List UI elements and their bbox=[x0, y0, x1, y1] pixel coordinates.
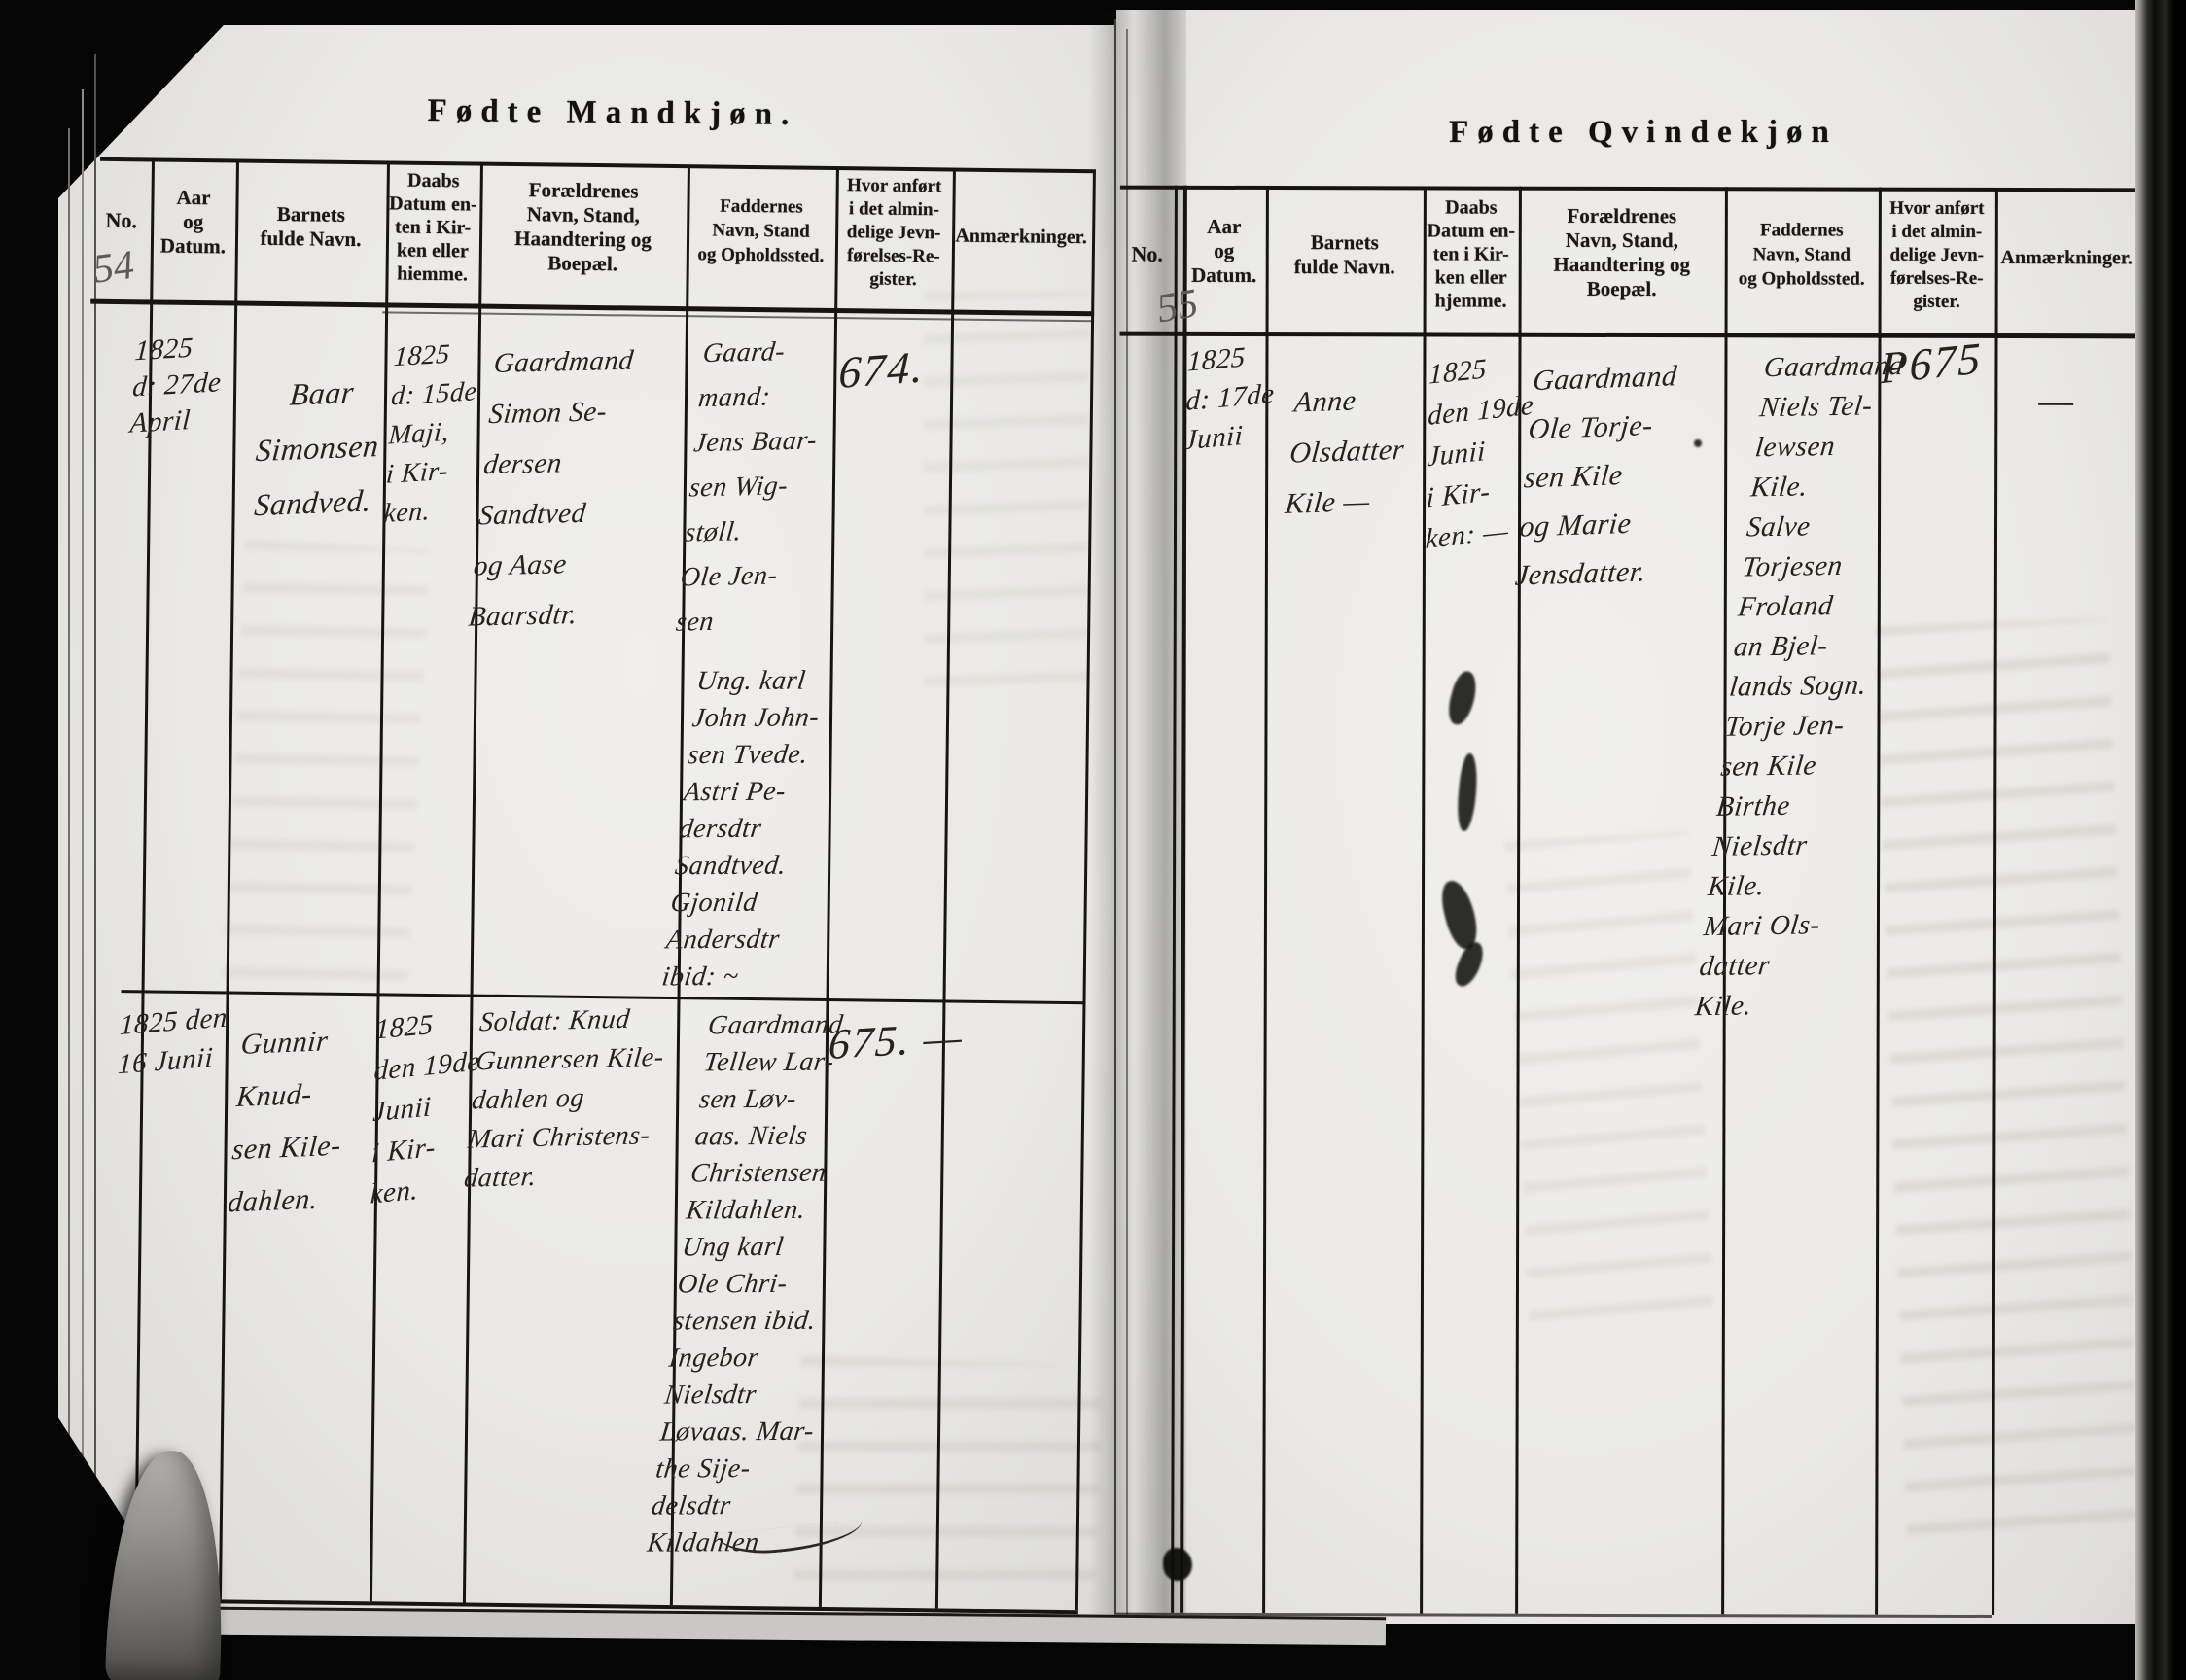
column-header-parents: Forældrenes Navn, Stand, Haandtering og … bbox=[1553, 203, 1691, 301]
margin-entry-number: 55 bbox=[1153, 280, 1202, 332]
column-rule bbox=[1992, 187, 1998, 1615]
right-page-title: Fødte Qvindekjøn bbox=[1449, 115, 1838, 150]
entry-parents: Gaardmand Simon Se- dersen Sandtved og A… bbox=[467, 344, 636, 633]
left-page-table: No. Aar og Datum. Barnets fulde Navn. Da… bbox=[75, 157, 1096, 1620]
column-header-baptism: Daabs Datum en- ten i Kir- ken eller hje… bbox=[1427, 196, 1516, 312]
ink-speck bbox=[1694, 439, 1702, 447]
entry-baptism-date: 1825 den 19de Junii i Kir- ken: — bbox=[1425, 353, 1534, 555]
margin-entry-number: 54 bbox=[89, 242, 137, 293]
ink-blot bbox=[1163, 1548, 1192, 1581]
column-header-sponsors: Faddernes Navn, Stand og Opholdssted. bbox=[1738, 220, 1865, 290]
fold-seam bbox=[1114, 19, 1116, 1619]
column-header-register: Hvor anført i det almin- delige Jevn- fø… bbox=[846, 175, 942, 291]
entry-register-number: 675. — bbox=[827, 1012, 966, 1068]
entry-baptism-date: 1825 d: 15de Maji, i Kir- ken. bbox=[382, 338, 478, 530]
entry-register-number: P675 bbox=[1880, 332, 1983, 394]
page-fold bbox=[1089, 10, 1186, 1624]
column-header-date: Aar og Datum. bbox=[159, 185, 227, 259]
page-edge-seam bbox=[68, 128, 70, 1614]
column-header-parents: Forældrenes Navn, Stand, Haandtering og … bbox=[514, 178, 652, 276]
entry-child-name: Baar Simonsen Sandved. bbox=[253, 373, 381, 523]
column-header-baptism: Daabs Datum en- ten i Kir- ken eller hie… bbox=[389, 169, 477, 286]
column-header-register: Hvor anført i det almin- delige Jevn- fø… bbox=[1889, 197, 1985, 312]
fold-seam bbox=[1126, 29, 1128, 1619]
entry-child-name: Anne Olsdatter Kile — bbox=[1284, 384, 1406, 520]
entry-sponsors: Gaard- mand: Jens Baar- sen Wig- støll. … bbox=[674, 336, 819, 638]
entry-parents: Gaardmand Ole Torje- sen Kile og Marie J… bbox=[1513, 360, 1679, 592]
column-header-name: Barnets fulde Navn. bbox=[260, 202, 362, 252]
column-header-remarks: Anmærkninger. bbox=[955, 225, 1087, 249]
column-header-no: No. bbox=[1131, 241, 1163, 266]
column-rule bbox=[934, 169, 956, 1609]
column-header-remarks: Anmærkninger. bbox=[2000, 246, 2133, 269]
column-rule bbox=[1171, 185, 1178, 1613]
entry-date: 1825 d: 17de Junii bbox=[1183, 341, 1276, 457]
entry-register-number: 674. bbox=[837, 341, 927, 399]
page-edge-seam bbox=[94, 54, 96, 1616]
page-edge-seam bbox=[82, 89, 84, 1616]
column-rule bbox=[218, 160, 240, 1600]
right-page bbox=[1116, 10, 2143, 1624]
book-binding-edge bbox=[2135, 0, 2186, 1680]
entry-remark-dash: — bbox=[2038, 378, 2074, 423]
column-header-date: Aar og Datum. bbox=[1191, 214, 1257, 287]
left-page-title: Fødte Mandkjøn. bbox=[427, 93, 798, 132]
right-page-table: No. Aar og Datum. Barnets fulde Navn. Da… bbox=[1116, 185, 2141, 1626]
entry-sponsors: Ung. karl John John- sen Tvede. Astri Pe… bbox=[660, 665, 822, 993]
column-header-sponsors: Faddernes Navn, Stand og Opholdssted. bbox=[697, 195, 825, 266]
column-header-no: No. bbox=[105, 207, 138, 233]
entry-date: 1825 d: 27de April bbox=[128, 332, 223, 439]
column-header-name: Barnets fulde Navn. bbox=[1293, 230, 1395, 279]
entry-parents: Soldat: Knud Gunnersen Kile- dahlen og M… bbox=[462, 1003, 666, 1194]
